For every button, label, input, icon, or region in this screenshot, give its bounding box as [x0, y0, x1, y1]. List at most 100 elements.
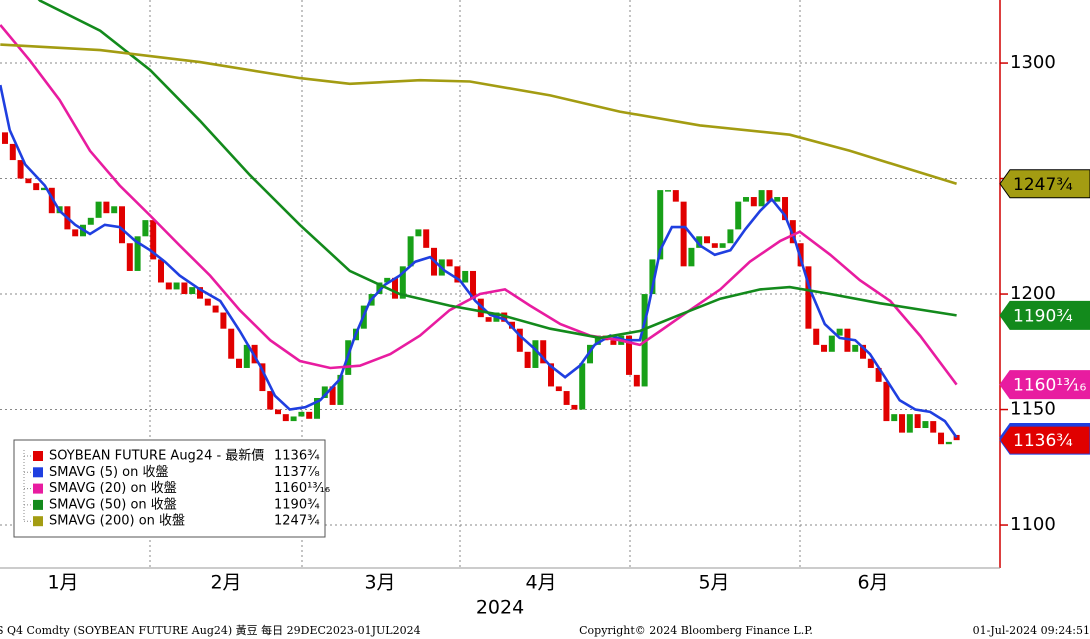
candle	[563, 391, 570, 405]
candle	[524, 351, 531, 368]
legend-label: SMAVG (200) on 收盤	[49, 514, 185, 529]
candle	[298, 411, 305, 417]
ma-line	[0, 43, 957, 186]
candle	[938, 432, 945, 445]
candle	[95, 201, 102, 218]
candle	[672, 190, 679, 202]
footer-right: 01-Jul-2024 09:24:51	[973, 624, 1090, 637]
candle	[25, 178, 32, 184]
x-tick-label: 3月	[364, 572, 395, 594]
x-tick-label: 4月	[525, 572, 556, 594]
candle	[275, 409, 282, 415]
legend-value: 1137⁷⁄₈	[274, 465, 320, 480]
candle	[407, 236, 414, 267]
candle	[516, 328, 523, 352]
candle	[922, 421, 929, 429]
candle	[626, 335, 633, 375]
x-tick-label: 2月	[210, 572, 241, 594]
value-tag-label: 1190³⁄₄	[1013, 306, 1073, 326]
candle	[930, 421, 937, 433]
candle	[657, 190, 664, 260]
candle	[446, 259, 453, 267]
candle	[415, 229, 422, 237]
candle	[142, 220, 149, 237]
candle	[914, 414, 921, 429]
candle	[805, 266, 812, 329]
candle	[423, 229, 430, 248]
candle	[17, 160, 24, 179]
candle	[704, 236, 711, 244]
candle	[454, 266, 461, 283]
candle	[399, 266, 406, 299]
candle	[157, 259, 164, 283]
footer-center: Copyright© 2024 Bloomberg Finance L.P.	[579, 624, 813, 637]
candle	[134, 236, 141, 271]
candle	[540, 340, 547, 364]
candle	[118, 206, 125, 244]
candle	[197, 287, 203, 299]
candle	[633, 374, 640, 387]
candle	[594, 335, 601, 345]
candle	[228, 328, 235, 359]
candle	[189, 287, 196, 295]
candle	[462, 270, 469, 283]
candle	[87, 217, 94, 225]
legend-label: SOYBEAN FUTURE Aug24 - 最新價	[49, 448, 264, 464]
candle	[649, 259, 656, 295]
candle	[688, 247, 695, 267]
candle	[532, 340, 539, 368]
candle	[766, 190, 773, 202]
ma-line	[37, 0, 957, 340]
candle	[477, 298, 484, 318]
value-tag	[999, 425, 1090, 455]
candle	[111, 206, 118, 214]
legend-box	[13, 439, 326, 538]
x-tick-label: 1月	[47, 572, 78, 594]
candle	[782, 197, 789, 221]
candle	[126, 243, 133, 271]
candle	[875, 367, 882, 382]
legend-label: SMAVG (50) on 收盤	[49, 497, 177, 512]
candle	[9, 143, 16, 161]
candle	[150, 220, 157, 260]
candle	[696, 236, 703, 248]
y-tick-label: 1150	[1010, 399, 1056, 420]
candle	[579, 363, 586, 410]
ma-line	[0, 24, 958, 386]
candle	[236, 358, 243, 368]
candle	[329, 386, 336, 405]
candle	[181, 282, 188, 295]
candle	[290, 416, 297, 422]
legend-swatch	[33, 451, 43, 461]
legend-value: 1190³⁄₄	[274, 497, 320, 512]
legend-label: SMAVG (20) on 收盤	[49, 481, 177, 496]
value-tag-label: 1136³⁄₄	[1013, 431, 1073, 451]
candle	[860, 344, 867, 359]
candle	[220, 312, 227, 329]
candle	[548, 363, 555, 387]
candle	[665, 190, 672, 192]
value-tag	[999, 300, 1090, 330]
candle	[555, 386, 562, 392]
candle	[953, 434, 960, 441]
candle	[891, 414, 898, 422]
candle	[243, 344, 250, 368]
candle	[727, 229, 734, 244]
candle	[571, 404, 578, 410]
candle	[384, 277, 391, 283]
x-tick-label: 5月	[698, 572, 729, 594]
candle	[321, 386, 328, 398]
value-tag	[999, 169, 1090, 199]
legend-label: SMAVG (5) on 收盤	[49, 465, 169, 480]
candle	[392, 277, 399, 299]
y-tick-label: 1100	[1010, 514, 1056, 535]
candle	[33, 183, 40, 191]
candle	[314, 397, 321, 419]
candle	[376, 282, 383, 295]
candle	[282, 414, 289, 422]
ma-line	[0, 84, 958, 439]
candle	[173, 282, 180, 290]
